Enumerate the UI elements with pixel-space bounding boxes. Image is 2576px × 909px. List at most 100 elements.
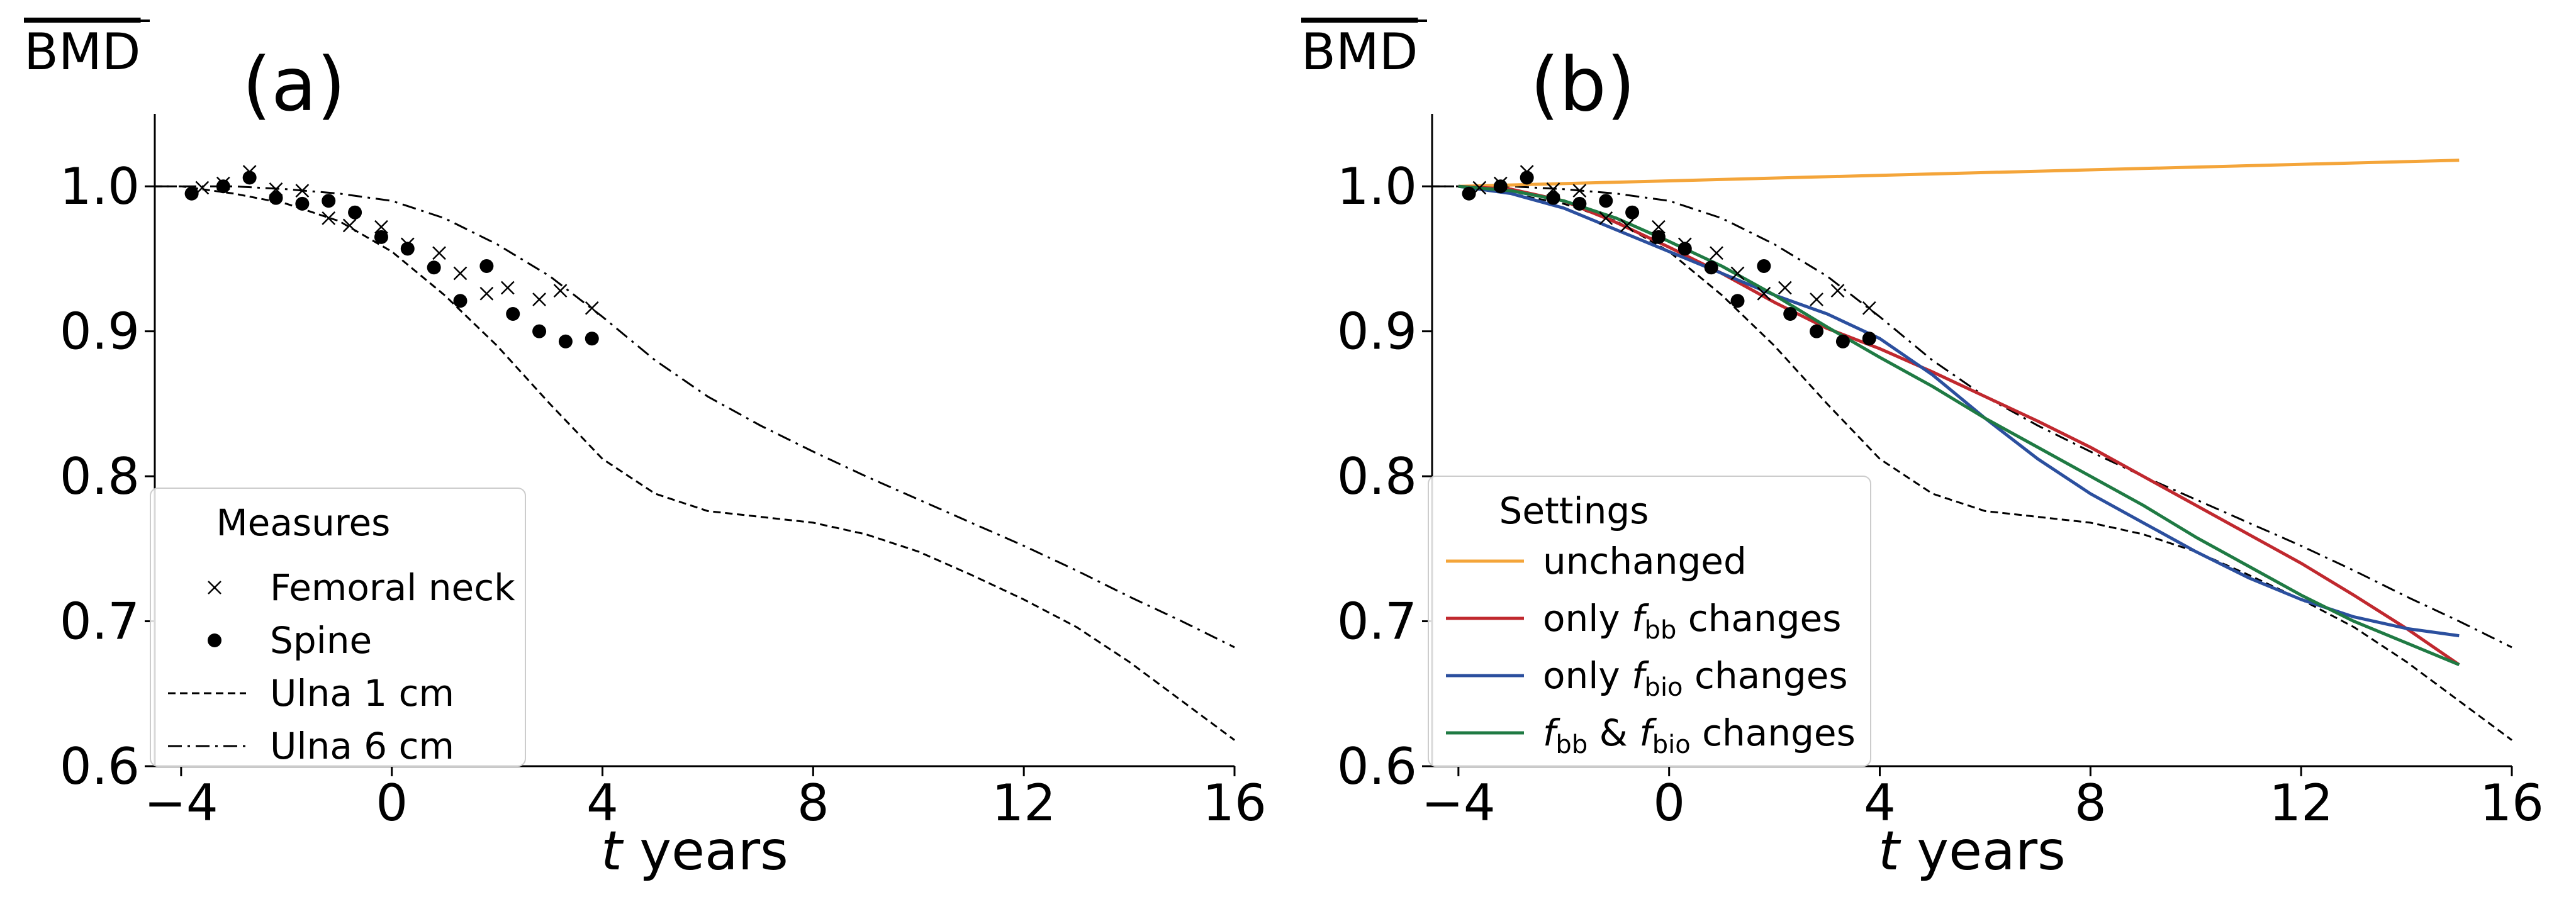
legend-title: Measures — [216, 501, 391, 544]
point-spine — [295, 196, 310, 211]
legend-box — [150, 488, 526, 767]
legend: Measures Femoral neck Spine Ulna 1 cm Ulna 6… — [150, 488, 526, 767]
point-spine — [269, 191, 283, 205]
y-tick-label: 0.9 — [1337, 303, 1417, 361]
series-line-ulna_1cm — [155, 185, 1235, 741]
legend-label-spine: Spine — [270, 619, 372, 662]
x-tick-label: 12 — [2269, 774, 2333, 832]
x-tick-label: 8 — [2075, 774, 2107, 832]
point-spine — [1493, 179, 1508, 194]
legend-label-only_fbio: only fbio changes — [1543, 654, 1848, 702]
panel-label: (a) — [242, 41, 345, 128]
point-spine — [1625, 205, 1640, 220]
point-spine — [1546, 191, 1560, 205]
point-femoral_neck — [322, 211, 336, 225]
point-femoral_neck — [1757, 286, 1771, 301]
x-tick-label: 0 — [1653, 774, 1685, 832]
point-spine — [1783, 307, 1798, 321]
point-spine — [1462, 186, 1476, 201]
legend-handle-spine — [208, 633, 221, 647]
point-femoral_neck — [342, 218, 357, 233]
point-spine — [184, 186, 199, 201]
point-femoral_neck — [553, 284, 568, 298]
point-spine — [1862, 332, 1876, 346]
legend-label-only_fbb: only fbb changes — [1543, 597, 1841, 645]
point-spine — [1757, 259, 1771, 273]
point-spine — [532, 324, 547, 338]
point-spine — [1599, 194, 1613, 208]
point-spine — [1730, 294, 1745, 308]
point-femoral_neck — [1778, 281, 1792, 295]
point-femoral_neck — [1652, 220, 1666, 234]
point-spine — [453, 294, 468, 308]
y-axis-label: BMD — [1301, 23, 1418, 81]
point-femoral_neck — [500, 281, 515, 295]
point-femoral_neck — [432, 246, 446, 260]
point-femoral_neck — [479, 286, 494, 301]
point-femoral_neck — [374, 220, 388, 234]
legend-label-both: fbb & fbio changes — [1543, 711, 1856, 759]
point-spine — [1677, 242, 1692, 256]
point-femoral_neck — [1572, 184, 1587, 198]
point-spine — [585, 332, 599, 346]
legend-title: Settings — [1499, 489, 1649, 532]
point-femoral_neck — [1730, 266, 1745, 281]
point-spine — [479, 259, 494, 273]
x-tick-label: 4 — [586, 774, 619, 832]
legend-label-ulna_1cm: Ulna 1 cm — [270, 672, 454, 715]
y-tick-label: 0.8 — [1337, 447, 1417, 506]
x-tick-label: 12 — [992, 774, 1056, 832]
x-tick-label: −4 — [1421, 774, 1496, 832]
point-femoral_neck — [1830, 284, 1845, 298]
point-spine — [374, 230, 388, 244]
point-femoral_neck — [1862, 301, 1876, 315]
legend-handle-femoral_neck — [208, 581, 221, 594]
y-tick-label: 0.9 — [60, 303, 140, 361]
x-tick-label: 4 — [1864, 774, 1896, 832]
point-spine — [216, 179, 230, 194]
series-line-only_fbio — [1458, 184, 2460, 638]
series-line-ulna_6cm — [1432, 185, 2512, 649]
point-spine — [558, 334, 573, 349]
point-spine — [427, 260, 441, 275]
legend-label-femoral_neck: Femoral neck — [270, 566, 515, 609]
x-tick-label: 0 — [376, 774, 408, 832]
panel-label: (b) — [1530, 41, 1635, 128]
point-femoral_neck — [1810, 293, 1823, 306]
y-tick-label: 0.6 — [60, 737, 140, 796]
y-axis-label: BMD — [24, 23, 141, 81]
series-line-unchanged — [1458, 159, 2460, 188]
y-tick-label: 0.8 — [60, 447, 140, 506]
point-spine — [1572, 196, 1587, 211]
x-tick-label: −4 — [144, 774, 218, 832]
point-femoral_neck — [1599, 211, 1613, 225]
y-tick-label: 0.7 — [60, 593, 140, 651]
point-spine — [400, 242, 415, 256]
panel-a: −4 0 4 8 12 16 0.6 0.7 0.8 0.9 1.0 BMD (a) t years Mea… — [24, 20, 1267, 883]
legend: Settings unchanged only fbb changes only fb… — [1428, 476, 1871, 767]
point-spine — [506, 307, 520, 321]
point-spine — [348, 205, 362, 220]
point-femoral_neck — [295, 184, 310, 198]
x-axis-label: t years — [601, 820, 788, 883]
x-tick-label: 16 — [1202, 774, 1267, 832]
point-femoral_neck — [585, 301, 599, 315]
point-spine — [242, 170, 257, 185]
point-spine — [1810, 324, 1824, 338]
y-tick-label: 0.6 — [1337, 737, 1417, 796]
legend-label-unchanged: unchanged — [1543, 540, 1747, 583]
plot-area — [155, 165, 1235, 741]
point-spine — [1520, 170, 1534, 185]
x-axis-label: t years — [1878, 820, 2066, 883]
y-tick-label: 1.0 — [1337, 157, 1417, 216]
point-femoral_neck — [1620, 218, 1634, 233]
legend-box — [1428, 476, 1871, 767]
point-femoral_neck — [532, 293, 546, 306]
series-line-both — [1458, 184, 2460, 667]
plot-area — [1432, 159, 2512, 741]
y-tick-label: 0.7 — [1337, 593, 1417, 651]
x-tick-label: 16 — [2480, 774, 2544, 832]
point-spine — [1704, 260, 1718, 275]
